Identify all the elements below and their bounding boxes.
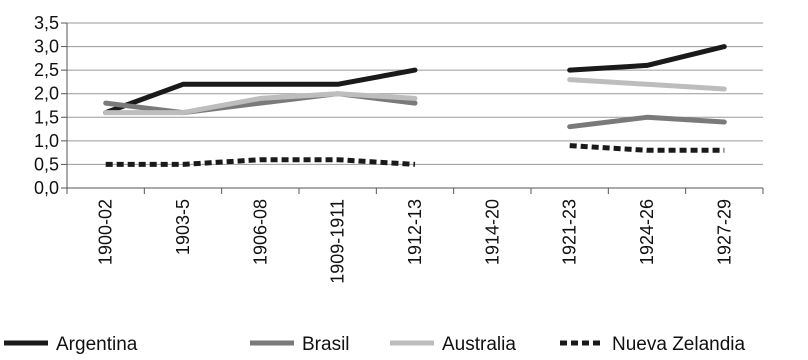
x-tick-label: 1924-26 <box>637 199 657 265</box>
series-line-brasil <box>567 114 727 130</box>
series-lines <box>103 44 727 167</box>
x-tick-label: 1914-20 <box>482 199 502 265</box>
series-line-argentina <box>103 67 418 116</box>
y-tick-label: 1,0 <box>34 131 59 151</box>
legend-label: Brasil <box>302 334 350 355</box>
y-tick-label: 0,0 <box>34 178 59 198</box>
series-line-nueva-zelandia <box>569 143 725 153</box>
x-tick-label: 1921-23 <box>560 199 580 265</box>
series-line-nueva-zelandia <box>105 157 416 167</box>
legend-label: Australia <box>442 334 516 355</box>
x-tick-label: 1900-02 <box>96 199 116 265</box>
x-axis-ticks: 1900-02 1903-5 1906-08 1909-1911 1912-13 1914… <box>66 188 764 284</box>
x-tick-label: 1903-5 <box>173 199 193 255</box>
legend-label: Nueva Zelandia <box>612 334 746 355</box>
y-axis-ticks: 0,0 0,5 1,0 1,5 2,0 2,5 3,0 3,5 <box>34 13 67 198</box>
legend-label: Argentina <box>56 334 138 355</box>
gridlines <box>67 22 763 165</box>
y-tick-label: 1,5 <box>34 107 59 127</box>
axes <box>66 23 763 189</box>
series-line-australia <box>103 91 418 116</box>
y-tick-label: 3,5 <box>34 13 59 33</box>
x-tick-label: 1906-08 <box>250 199 270 265</box>
y-tick-label: 2,0 <box>34 84 59 104</box>
y-tick-label: 3,0 <box>34 37 59 57</box>
series-line-argentina <box>567 44 727 73</box>
x-tick-label: 1912-13 <box>405 199 425 265</box>
x-tick-label: 1927-29 <box>714 199 734 265</box>
y-tick-label: 0,5 <box>34 154 59 174</box>
legend: Argentina Brasil Australia Nueva Zelandia <box>4 334 746 355</box>
x-tick-label: 1909-1911 <box>328 199 348 284</box>
y-tick-label: 2,5 <box>34 60 59 80</box>
series-line-australia <box>567 77 727 92</box>
